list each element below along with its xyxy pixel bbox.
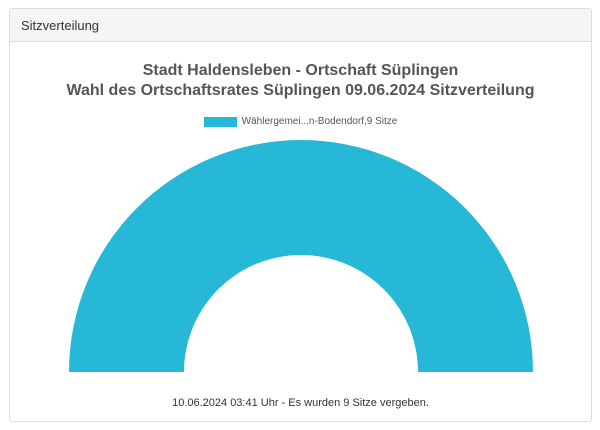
seat-segment-0[interactable]: [69, 140, 533, 372]
legend-label: Wählergemei...n-Bodendorf,9 Sitze: [241, 116, 398, 127]
legend-swatch: [203, 116, 237, 127]
seat-allocation-note: 10.06.2024 03:41 Uhr - Es wurden 9 Sitze…: [172, 397, 429, 409]
seat-distribution-panel: Sitzverteilung Stadt Haldensleben - Orts…: [9, 8, 592, 422]
panel-heading: Sitzverteilung: [10, 9, 591, 42]
chart-subtitle: Wahl des Ortschaftsrates Süplingen 09.06…: [66, 82, 535, 99]
chart-title: Stadt Haldensleben - Ortschaft Süplingen: [142, 62, 459, 79]
semi-donut-chart: [69, 140, 533, 372]
chart-container: Stadt Haldensleben - Ortschaft Süplingen…: [10, 42, 591, 421]
chart-legend[interactable]: Wählergemei...n-Bodendorf,9 Sitze: [10, 116, 591, 127]
panel-heading-label: Sitzverteilung: [21, 17, 100, 33]
